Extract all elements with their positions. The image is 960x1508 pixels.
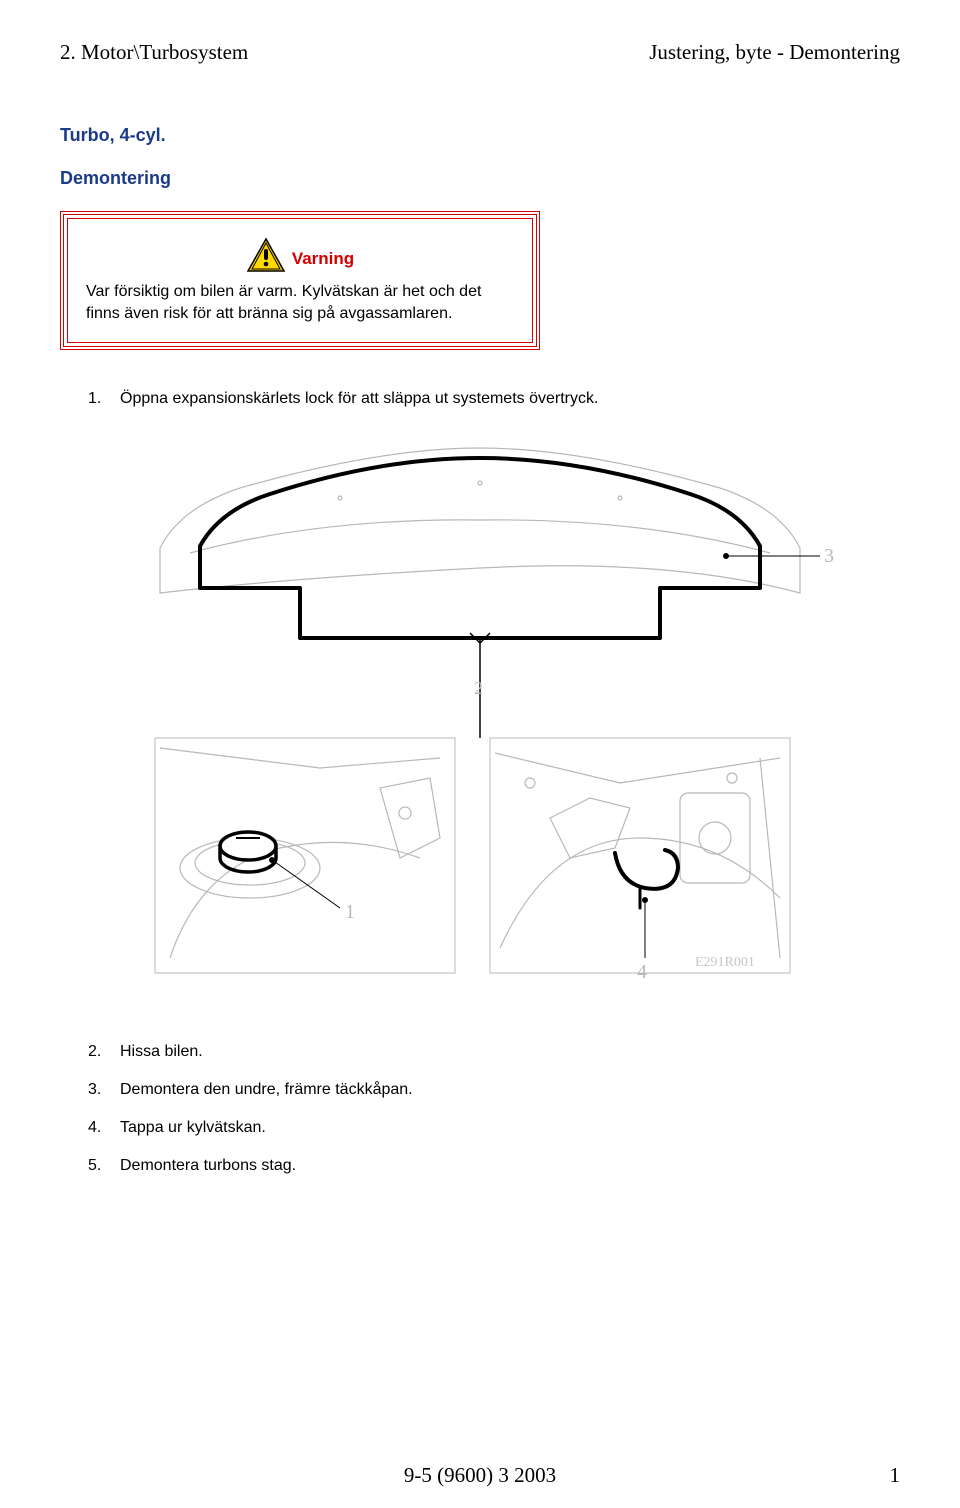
warning-icon xyxy=(246,237,286,273)
step-number: 3. xyxy=(88,1081,110,1099)
header-right: Justering, byte - Demontering xyxy=(649,40,900,65)
step-text: Demontera turbons stag. xyxy=(120,1157,296,1179)
step-item: 4. Tappa ur kylvätskan. xyxy=(88,1119,900,1137)
step-number: 4. xyxy=(88,1119,110,1137)
header-left: 2. Motor\Turbosystem xyxy=(60,40,248,65)
step-text: Demontera den undre, främre täckkåpan. xyxy=(120,1081,413,1099)
diagram-partcode: E291R001 xyxy=(695,955,755,970)
step-number: 5. xyxy=(88,1157,110,1175)
diagram-callout-4: 4 xyxy=(637,961,647,983)
diagram-callout-1: 1 xyxy=(345,901,355,923)
diagram-callout-2: 2 xyxy=(474,678,483,698)
diagram-callout-3: 3 xyxy=(824,545,834,567)
step-text: Öppna expansionskärlets lock för att slä… xyxy=(120,390,598,408)
footer-page-number: 1 xyxy=(890,1463,901,1488)
step-text: Tappa ur kylvätskan. xyxy=(120,1119,266,1137)
footer-center: 9-5 (9600) 3 2003 xyxy=(404,1463,556,1488)
step-item: 1. Öppna expansionskärlets lock för att … xyxy=(88,390,900,408)
page-subtitle: Demontering xyxy=(60,168,900,189)
step-list: 1. Öppna expansionskärlets lock för att … xyxy=(60,390,900,408)
engine-bay-diagram: 2 3 1 xyxy=(120,438,840,1003)
warning-box: Varning Var försiktig om bilen är varm. … xyxy=(60,211,540,350)
step-item: 3. Demontera den undre, främre täckkåpan… xyxy=(88,1081,900,1099)
page-title: Turbo, 4-cyl. xyxy=(60,125,900,146)
step-number: 2. xyxy=(88,1043,110,1061)
step-item: 5. Demontera turbons stag. xyxy=(88,1157,900,1179)
warning-label: Varning xyxy=(292,249,354,273)
step-number: 1. xyxy=(88,390,110,408)
warning-text: Var försiktig om bilen är varm. Kylvätsk… xyxy=(86,281,514,324)
step-list-continued: 2. Hissa bilen. 3. Demontera den undre, … xyxy=(60,1043,900,1179)
step-text: Hissa bilen. xyxy=(120,1043,203,1061)
step-item: 2. Hissa bilen. xyxy=(88,1043,900,1061)
